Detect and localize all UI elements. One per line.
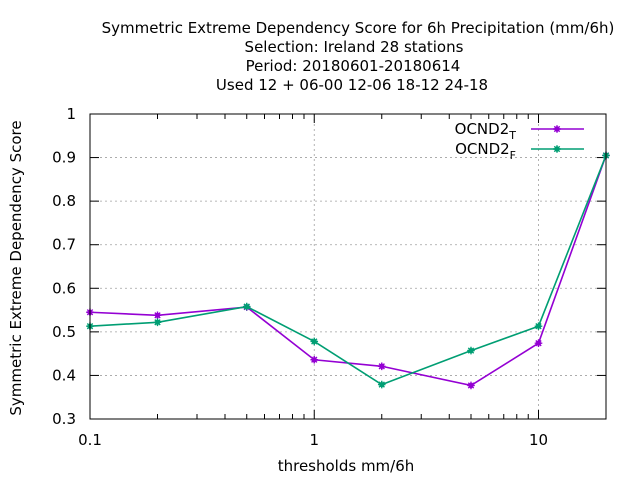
title-line-3: Period: 20180601-20180614 <box>246 57 461 75</box>
chart-title: Symmetric Extreme Dependency Score for 6… <box>102 19 615 94</box>
x-tick-label: 10 <box>529 431 548 449</box>
data-point-marker <box>377 362 386 371</box>
y-axis-label: Symmetric Extreme Dependency Score <box>7 120 25 415</box>
y-tick-label: 0.4 <box>52 366 76 384</box>
data-point-marker <box>467 346 475 355</box>
legend-swatch-star <box>553 125 561 133</box>
x-tick-label: 0.1 <box>78 431 102 449</box>
data-point-marker <box>377 380 386 389</box>
data-point-marker <box>467 381 475 390</box>
data-point-marker <box>242 302 251 311</box>
x-axis-label: thresholds mm/6h <box>278 457 415 475</box>
plot-border <box>89 113 607 420</box>
title-line-2: Selection: Ireland 28 stations <box>245 38 464 56</box>
data-point-marker <box>534 339 543 347</box>
x-tick-label: 1 <box>309 431 319 449</box>
y-tick-label: 0.8 <box>52 192 76 210</box>
y-tick-label: 0.5 <box>52 323 76 341</box>
data-point-marker <box>153 318 162 327</box>
axis-ticks <box>89 113 607 420</box>
y-tick-label: 0.6 <box>52 279 76 297</box>
title-line-4: Used 12 + 06-00 12-06 18-12 24-18 <box>216 76 488 94</box>
legend-swatch-star <box>553 145 561 153</box>
series-layer <box>86 151 610 390</box>
series-ocnd2-t <box>86 151 610 390</box>
series-ocnd2-f <box>86 151 610 389</box>
y-tick-label: 1 <box>66 105 76 123</box>
title-line-1: Symmetric Extreme Dependency Score for 6… <box>102 19 615 37</box>
legend-label: OCND2F <box>455 140 516 162</box>
legend-label: OCND2T <box>455 120 517 142</box>
data-point-marker <box>310 337 319 346</box>
grid <box>90 114 606 419</box>
data-point-marker <box>153 311 162 320</box>
y-tick-label: 0.7 <box>52 236 76 254</box>
y-tick-label: 0.3 <box>52 410 76 428</box>
y-tick-label: 0.9 <box>52 149 76 167</box>
data-point-marker <box>310 355 319 364</box>
tick-labels: 0.3 0.4 0.5 0.6 0.7 0.8 0.9 1 0.1 1 10 <box>52 105 548 449</box>
series-line <box>89 155 607 386</box>
series-line <box>89 155 607 387</box>
data-point-marker <box>534 322 543 330</box>
